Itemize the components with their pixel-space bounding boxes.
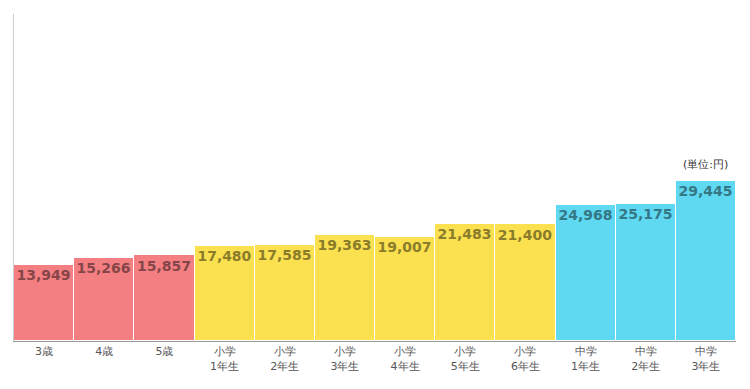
svg-text:小学5年生: 小学5年生 — [451, 345, 480, 372]
svg-text:19,007: 19,007 — [378, 239, 432, 255]
svg-text:21,400: 21,400 — [498, 227, 552, 243]
svg-text:17,480: 17,480 — [198, 248, 252, 264]
svg-text:19,363: 19,363 — [318, 237, 372, 253]
svg-text:中学2年生: 中学2年生 — [631, 345, 660, 372]
svg-text:小学4年生: 小学4年生 — [391, 345, 420, 372]
svg-text:15,266: 15,266 — [77, 260, 131, 276]
svg-text:中学1年生: 中学1年生 — [571, 345, 600, 372]
svg-text:24,968: 24,968 — [559, 207, 613, 223]
svg-text:15,857: 15,857 — [137, 258, 191, 274]
svg-text:4歳: 4歳 — [95, 345, 113, 358]
svg-text:小学3年生: 小学3年生 — [330, 345, 359, 372]
svg-text:17,585: 17,585 — [258, 247, 312, 263]
svg-text:13,949: 13,949 — [17, 267, 71, 283]
svg-text:21,483: 21,483 — [438, 226, 492, 242]
svg-text:3歳: 3歳 — [35, 345, 53, 358]
svg-text:29,445: 29,445 — [679, 183, 733, 199]
svg-text:小学6年生: 小学6年生 — [511, 345, 540, 372]
svg-text:(単位:円): (単位:円) — [683, 158, 728, 171]
svg-text:中学3年生: 中学3年生 — [691, 345, 720, 372]
svg-text:25,175: 25,175 — [619, 206, 673, 222]
svg-text:5歳: 5歳 — [155, 345, 173, 358]
svg-text:小学2年生: 小学2年生 — [270, 345, 299, 372]
svg-text:小学1年生: 小学1年生 — [210, 345, 239, 372]
